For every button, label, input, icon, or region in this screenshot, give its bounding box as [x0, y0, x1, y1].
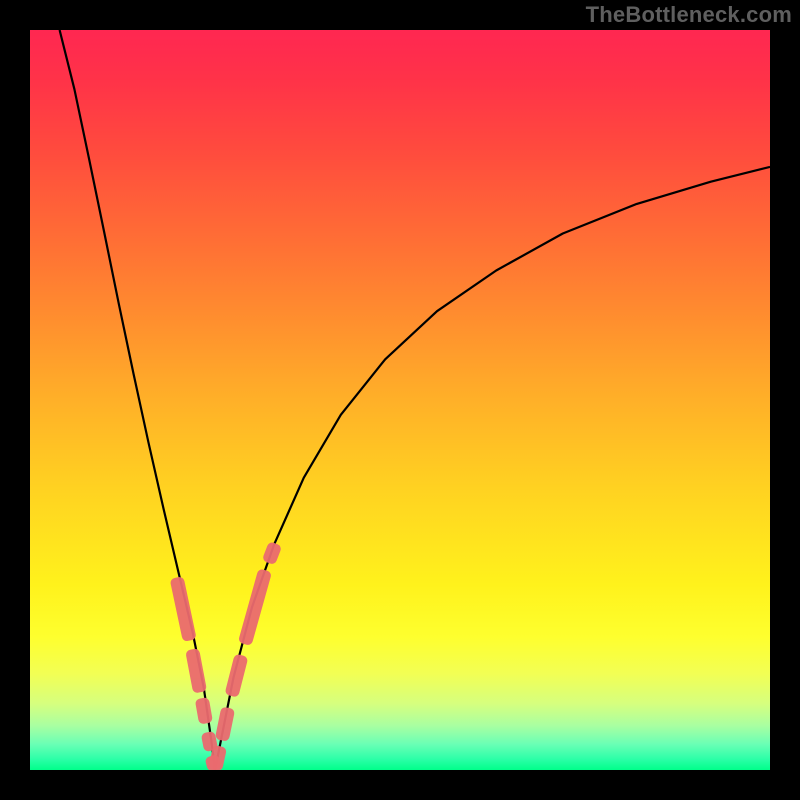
chart-frame: TheBottleneck.com	[0, 0, 800, 800]
gradient-background	[30, 30, 770, 770]
watermark-text: TheBottleneck.com	[586, 2, 792, 28]
plot-area	[30, 30, 770, 770]
chart-svg	[30, 30, 770, 770]
